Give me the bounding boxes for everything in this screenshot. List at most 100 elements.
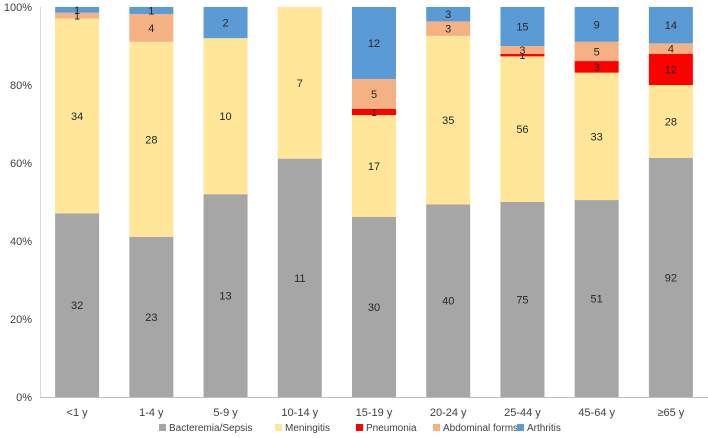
x-tick-label: ≥65 y: [657, 407, 684, 419]
x-tick-label: 45-64 y: [578, 407, 615, 419]
data-label: 15: [516, 22, 528, 34]
bar-segment: [129, 41, 174, 237]
legend-swatch: [159, 424, 166, 431]
bar-segment: [426, 204, 471, 397]
bar-segment: [129, 7, 174, 14]
bar-segment: [500, 7, 545, 46]
bar-segment: [203, 38, 248, 195]
data-label: 28: [145, 134, 157, 146]
data-label: 1: [74, 11, 80, 23]
data-label: 3: [445, 9, 451, 21]
data-label: 3: [519, 45, 525, 57]
bar-stack: 13 10 2: [203, 7, 248, 397]
data-label: 12: [665, 64, 677, 76]
y-tick-label: 100%: [4, 2, 32, 14]
bar-segment: [648, 85, 693, 158]
bar-segment: [574, 200, 619, 397]
bar-segment: [352, 7, 396, 79]
y-tick-label: 60%: [10, 158, 32, 170]
bar-segment: [352, 109, 396, 115]
data-label: 12: [368, 38, 380, 50]
bar-segment: [352, 115, 396, 217]
bar-stack: 75 56 13 15: [500, 7, 545, 397]
data-label: 14: [665, 20, 677, 32]
bar-stack: 32 34 11: [55, 5, 100, 397]
data-label: 23: [145, 312, 157, 324]
bar-segment: [55, 18, 100, 214]
legend-label: Pneumonia: [366, 423, 417, 434]
bar-stack: 30 17 1 5 12: [352, 7, 396, 397]
bar-segment: [426, 35, 471, 205]
x-tick-label: 5-9 y: [213, 407, 238, 419]
bar-segment: [500, 46, 545, 54]
data-label: 3: [594, 62, 600, 74]
bar-segment: [203, 194, 248, 397]
bar-segment: [648, 7, 693, 44]
data-label: 13: [219, 291, 231, 303]
legend-swatch: [517, 424, 524, 431]
bar-segment: [277, 7, 322, 159]
bar-stack: 92 28 12 4 14: [648, 7, 693, 397]
bar-segment: [277, 158, 322, 397]
data-label: 30: [368, 302, 380, 314]
data-label: 1: [371, 107, 377, 119]
data-label: 56: [516, 124, 528, 136]
data-label: 4: [668, 44, 674, 56]
data-label: 33: [591, 131, 603, 143]
data-label: 34: [71, 111, 83, 123]
bar-stack: 23 28 4 1: [129, 5, 174, 397]
data-label: 9: [594, 19, 600, 31]
bar-stack: 11 7: [277, 7, 322, 397]
data-label: 51: [591, 294, 603, 306]
data-label: 5: [371, 89, 377, 101]
x-tick-label: 25-44 y: [504, 407, 541, 419]
legend-item: Pneumonia: [356, 423, 417, 434]
x-tick-label: <1 y: [67, 407, 89, 419]
bar-segment: [574, 72, 619, 201]
y-tick-label: 80%: [10, 80, 32, 92]
data-label: 92: [665, 272, 677, 284]
bar-segment: [129, 236, 174, 397]
data-label: 11: [294, 273, 305, 285]
bar-segment: [426, 21, 471, 36]
x-tick-label: 20-24 y: [430, 407, 467, 419]
data-label: 40: [442, 296, 454, 308]
bar-segment: [55, 12, 100, 19]
bar-segment: [574, 61, 619, 73]
bar-segment: [574, 41, 619, 62]
bar-segment: [352, 217, 396, 397]
legend-item: Meningitis: [275, 423, 330, 434]
bar-segment: [500, 202, 545, 397]
y-tick-label: 20%: [10, 314, 32, 326]
y-tick-label: 0%: [16, 392, 32, 404]
bar-segment: [55, 213, 100, 397]
bars: 3234112328411310211730171512403533755613…: [55, 5, 693, 397]
x-tick-label: 15-19 y: [356, 407, 393, 419]
data-label: 10: [219, 111, 231, 123]
legend: Bacteremia/Sepsis Meningitis Pneumonia Abdo…: [159, 423, 561, 434]
bar-segment: [648, 157, 693, 397]
data-label: 3: [445, 24, 451, 36]
bar-segment: [574, 7, 619, 42]
legend-swatch: [433, 424, 440, 431]
data-label: 32: [71, 300, 83, 312]
bar-segment: [129, 13, 174, 42]
data-label: 1: [148, 5, 154, 17]
data-label: 35: [442, 115, 454, 127]
legend-swatch: [356, 424, 363, 431]
legend-label: Arthritis: [527, 423, 561, 434]
data-label: 7: [297, 78, 303, 90]
bar-segment: [500, 56, 545, 203]
bar-segment: [55, 7, 100, 13]
legend-label: Bacteremia/Sepsis: [169, 423, 252, 434]
bar-segment: [648, 53, 693, 85]
data-label: 1: [74, 5, 80, 17]
x-tick-label: 10-14 y: [281, 407, 318, 419]
axes: 0% 20% 40% 60% 80% 100% <1 y 1-4 y 5-9 y 10-14 y 1…: [4, 2, 708, 419]
bar-segment: [648, 43, 693, 54]
bar-stack: 40 35 3 3: [426, 7, 471, 397]
data-label: 4: [148, 23, 154, 35]
data-label: 2: [222, 18, 228, 30]
